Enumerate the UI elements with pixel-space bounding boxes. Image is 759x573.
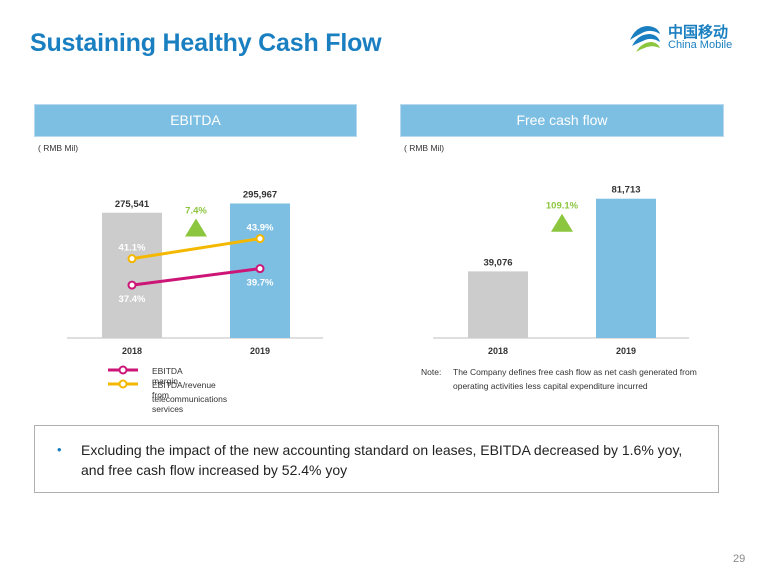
ebitda-line-1-point-2018 (127, 254, 137, 264)
fcf-note: Note: The Company defines free cash flow… (421, 366, 721, 391)
china-mobile-logo: 中国移动 China Mobile (626, 18, 746, 60)
page-number: 29 (733, 553, 746, 565)
ebitda-tick-2018: 2018 (122, 346, 142, 356)
note-prefix: Note: (421, 367, 442, 377)
fcf-growth-triangle (551, 213, 573, 232)
page-title: Sustaining Healthy Cash Flow (30, 29, 382, 57)
pink-line-marker-icon (108, 365, 138, 375)
ebitda-line-0 (131, 267, 261, 287)
ebitda-line-1-label-2018: 41.1% (119, 243, 146, 254)
logo-cn-text: 中国移动 (668, 24, 729, 41)
yellow-line-marker-icon (108, 379, 138, 389)
ebitda-value-label-2019: 295,967 (243, 189, 277, 200)
fcf-tick-2019: 2019 (616, 346, 636, 356)
ebitda-unit-label: ( RMB Mil) (38, 143, 79, 153)
fcf-value-label-2019: 81,713 (611, 185, 640, 196)
legend-label-ebitda-revenue-cont: telecommunications services (152, 394, 228, 414)
ebitda-bar-2018 (102, 212, 162, 338)
ebitda-growth-triangle (185, 218, 207, 237)
ebitda-line-0-label-2019: 39.7% (247, 278, 274, 289)
ebitda-line-1 (131, 237, 261, 261)
fcf-unit-label: ( RMB Mil) (404, 143, 445, 153)
fcf-bar-2019 (596, 198, 656, 338)
ebitda-chart: 275,541 2018 295,967 2019 7.4% 37.4% 39.7% 41.1… (67, 189, 323, 356)
fcf-chart: 39,076 2018 81,713 2019 109.1% (433, 185, 689, 356)
fcf-value-label-2018: 39,076 (483, 257, 512, 268)
logo-en-text: China Mobile (668, 39, 733, 51)
note-text: The Company defines free cash flow as ne… (453, 367, 697, 391)
ebitda-line-1-point-2019 (255, 234, 265, 244)
ebitda-line-0-point-2019 (255, 264, 265, 274)
fcf-bar-2018 (468, 271, 528, 338)
ebitda-line-1-label-2019: 43.9% (247, 223, 274, 234)
fcf-growth-label: 109.1% (546, 201, 579, 212)
summary-text: Excluding the impact of the new accounti… (81, 442, 683, 478)
ebitda-tick-2019: 2019 (250, 346, 270, 356)
legend-label-ebitda-revenue: EBITDA/revenue from (152, 380, 216, 400)
ebitda-growth-label: 7.4% (185, 205, 207, 216)
legend-label-ebitda-margin: EBITDA margin (152, 366, 183, 386)
summary-box: • Excluding the impact of the new accoun… (34, 425, 719, 493)
fcf-tick-2018: 2018 (488, 346, 508, 356)
ebitda-value-label-2018: 275,541 (115, 199, 150, 210)
fcf-panel-header: Free cash flow (400, 104, 724, 137)
bullet-icon: • (57, 442, 62, 457)
logo-swirl-icon (630, 26, 660, 52)
ebitda-line-0-point-2018 (127, 280, 137, 290)
ebitda-line-0-label-2018: 37.4% (119, 294, 146, 305)
ebitda-panel-header: EBITDA (34, 104, 357, 137)
